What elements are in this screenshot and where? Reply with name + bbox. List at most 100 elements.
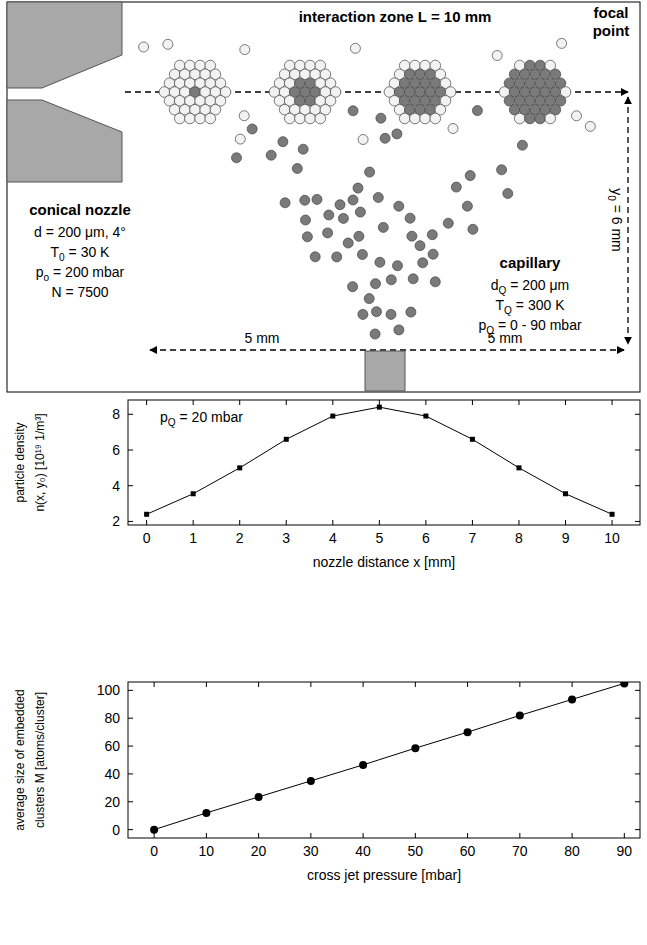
host-atom	[239, 111, 249, 121]
y-tick	[128, 450, 133, 451]
data-point	[610, 512, 615, 517]
y-tick	[635, 485, 640, 486]
carrier-atom	[302, 232, 312, 242]
plot-frame	[128, 682, 640, 838]
x-distance-label: 5 mm	[245, 330, 280, 346]
y-tick	[635, 746, 640, 747]
x-tick-label: 2	[236, 530, 244, 546]
data-point	[620, 682, 628, 687]
carrier-atom	[428, 249, 438, 259]
carrier-atom	[497, 165, 507, 175]
x-tick	[286, 520, 287, 525]
x-tick	[624, 833, 625, 838]
carrier-atom	[372, 307, 382, 317]
y-tick-label: 6	[112, 442, 120, 458]
capillary-param-part: Q	[499, 285, 507, 296]
x-tick-label: 10	[604, 530, 620, 546]
data-point	[284, 437, 289, 442]
data-point	[255, 793, 263, 801]
nozzle-param: N = 7500	[51, 284, 108, 300]
embedded-atom	[525, 113, 536, 124]
data-point	[330, 414, 335, 419]
host-atom	[557, 38, 567, 48]
x-tick	[239, 400, 240, 405]
y-tick-label: 40	[104, 766, 120, 782]
carrier-atom	[232, 153, 242, 163]
x-axis-title: cross jet pressure [mbar]	[307, 867, 461, 883]
cluster	[499, 60, 571, 124]
diagram: interaction zone L = 10 mmfocalpointconi…	[7, 2, 640, 392]
carrier-atom	[354, 231, 364, 241]
nozzle-bottom	[7, 100, 122, 182]
x-tick-label: 9	[562, 530, 570, 546]
data-point	[516, 711, 524, 719]
focal-point-label: focalpoint	[593, 4, 630, 39]
carrier-atom	[323, 228, 333, 238]
host-atom	[572, 111, 582, 121]
carrier-atom	[348, 282, 358, 292]
y-tick	[128, 718, 133, 719]
embedded-atom	[535, 113, 546, 124]
nozzle-param-part: d = 200 μm, 4°	[34, 224, 126, 240]
annotation: pQ = 20 mbar	[160, 409, 243, 428]
host-atom	[448, 124, 458, 134]
carrier-atom	[364, 294, 374, 304]
cluster-atom	[315, 113, 326, 124]
x-tick	[519, 833, 520, 838]
x-tick-label: 0	[143, 530, 151, 546]
data-point	[191, 491, 196, 496]
x-tick	[239, 520, 240, 525]
carrier-atom	[427, 230, 437, 240]
carrier-atom	[353, 183, 363, 193]
data-point	[411, 744, 419, 752]
cluster-atom	[399, 113, 410, 124]
nozzle-param-part: = 30 K	[65, 244, 110, 260]
cluster-atom	[284, 113, 295, 124]
carrier-atom	[324, 210, 334, 220]
cluster-atom	[514, 113, 525, 124]
plot-frame	[128, 400, 640, 525]
x-tick-label: 90	[617, 843, 633, 859]
data-point	[563, 491, 568, 496]
chart: 0102030405060708090020406080100cross jet…	[13, 679, 640, 883]
capillary-param: dQ = 200 μm	[491, 277, 570, 296]
x-tick	[146, 400, 147, 405]
y-tick-label: 20	[104, 794, 120, 810]
capillary	[365, 351, 405, 391]
host-atom	[585, 121, 595, 131]
carrier-atom	[405, 213, 415, 223]
y-tick	[635, 829, 640, 830]
x-tick-label: 70	[512, 843, 528, 859]
carrier-atom	[375, 257, 385, 267]
x-tick	[565, 520, 566, 525]
carrier-atom	[280, 198, 290, 208]
cluster	[269, 60, 341, 124]
x-tick-label: 5	[375, 530, 383, 546]
y-tick	[128, 829, 133, 830]
carrier-atom	[503, 189, 513, 199]
x-tick	[193, 400, 194, 405]
x-tick-label: 50	[408, 843, 424, 859]
data-point	[144, 512, 149, 517]
chart: 0123456789102468nozzle distance x [mm]pa…	[13, 400, 640, 570]
carrier-atom	[468, 224, 478, 234]
carrier-atom	[378, 222, 388, 232]
x-tick	[379, 520, 380, 525]
nozzle-param-part: N = 7500	[51, 284, 108, 300]
y-axis-title: clusters M [atoms/cluster]	[33, 692, 47, 828]
cluster-atom	[545, 113, 556, 124]
y-tick	[635, 773, 640, 774]
x-tick	[472, 400, 473, 405]
x-tick	[572, 682, 573, 687]
carrier-atom	[310, 252, 320, 262]
carrier-atom	[472, 106, 482, 116]
nozzle-param: d = 200 μm, 4°	[34, 224, 126, 240]
data-point	[470, 437, 475, 442]
carrier-atom	[371, 279, 381, 289]
x-tick	[310, 833, 311, 838]
carrier-atom	[358, 309, 368, 319]
y-tick	[128, 690, 133, 691]
cluster-atom	[410, 113, 421, 124]
x-tick	[519, 682, 520, 687]
y-tick-label: 4	[112, 478, 120, 494]
